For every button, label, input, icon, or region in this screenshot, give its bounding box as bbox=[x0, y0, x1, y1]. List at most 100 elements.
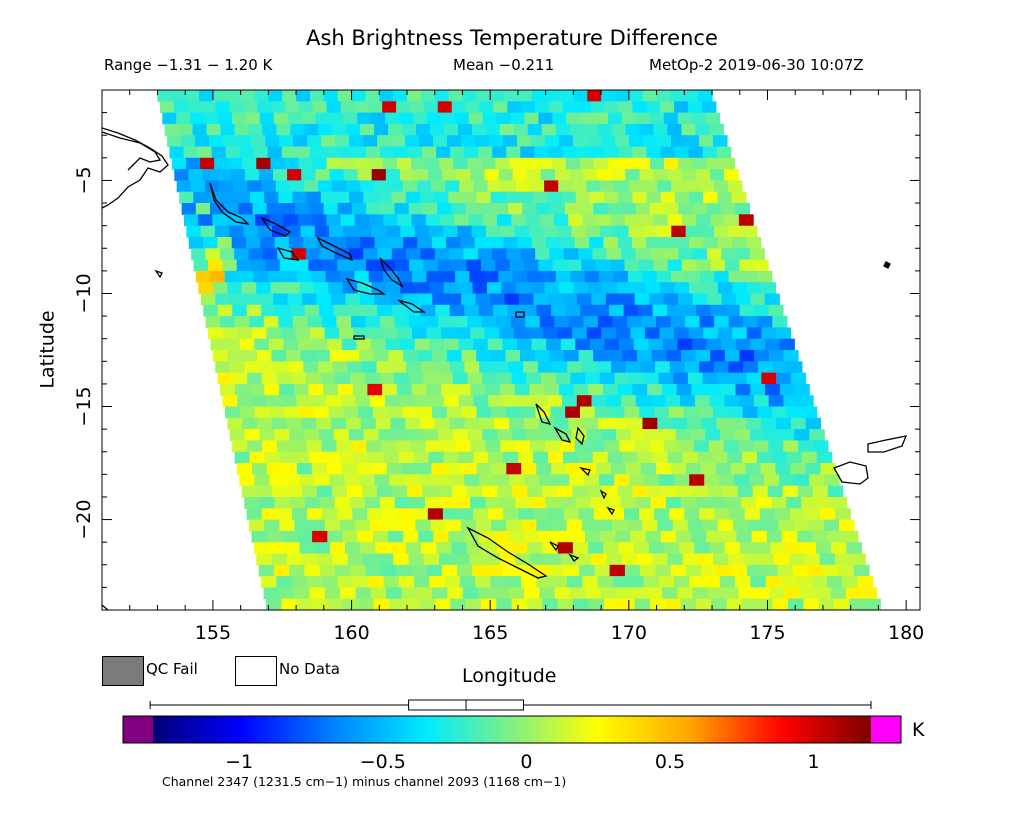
heatmap-cell bbox=[565, 157, 581, 170]
heatmap-cell bbox=[706, 157, 721, 170]
heatmap-cell bbox=[314, 225, 330, 238]
heatmap-cell bbox=[766, 530, 783, 543]
heatmap-cell bbox=[390, 417, 406, 430]
satellite-time-readout: MetOp-2 2019-06-30 10:07Z bbox=[649, 56, 864, 74]
heatmap-cell bbox=[615, 327, 631, 340]
heatmap-cell bbox=[774, 508, 791, 521]
heatmap-cell bbox=[593, 203, 609, 215]
colorbar-segment bbox=[592, 716, 598, 743]
heatmap-cell bbox=[387, 530, 404, 543]
heatmap-cell bbox=[618, 191, 633, 204]
colorbar-segment bbox=[588, 716, 594, 743]
heatmap-cell bbox=[322, 508, 338, 521]
heatmap-cell bbox=[539, 474, 555, 487]
heatmap-cell bbox=[327, 338, 343, 351]
heatmap-cell bbox=[610, 259, 626, 272]
heatmap-cell bbox=[709, 542, 726, 555]
heatmap-cell bbox=[338, 383, 354, 396]
heatmap-cell bbox=[853, 564, 870, 577]
colorbar-segment bbox=[758, 716, 764, 743]
heatmap-cell bbox=[797, 530, 813, 543]
heatmap-cell bbox=[681, 259, 697, 272]
heatmap-cell bbox=[675, 530, 692, 543]
heatmap-cell bbox=[648, 338, 664, 351]
colorbar-segment bbox=[570, 716, 576, 743]
heatmap-cell bbox=[420, 417, 436, 430]
heatmap-cell bbox=[490, 293, 506, 306]
heatmap-cell bbox=[254, 90, 269, 102]
heatmap-cell bbox=[332, 553, 349, 566]
heatmap-cell bbox=[556, 429, 573, 441]
heatmap-cell bbox=[667, 553, 684, 566]
heatmap-cell bbox=[759, 508, 776, 521]
heatmap-cell bbox=[190, 180, 206, 193]
heatmap-cell bbox=[518, 508, 534, 521]
colorbar-segment bbox=[265, 716, 271, 743]
heatmap-cell bbox=[688, 146, 704, 159]
heatmap-cell bbox=[607, 157, 623, 170]
heatmap-cell bbox=[699, 225, 715, 238]
heatmap-cell bbox=[547, 293, 563, 306]
heatmap-cell bbox=[582, 214, 598, 227]
heatmap-cell bbox=[455, 383, 472, 396]
heatmap-cell bbox=[327, 530, 344, 543]
heatmap-cell bbox=[495, 259, 511, 272]
heatmap-cell bbox=[621, 553, 638, 566]
heatmap-cell bbox=[284, 474, 300, 487]
heatmap-cell bbox=[646, 587, 663, 600]
heatmap-cell bbox=[596, 361, 612, 374]
heatmap-cell bbox=[591, 395, 607, 408]
colorbar-segment bbox=[170, 716, 176, 743]
heatmap-cell bbox=[611, 169, 626, 181]
heatmap-cell bbox=[749, 429, 766, 441]
heatmap-cell bbox=[846, 542, 863, 555]
heatmap-cell bbox=[758, 553, 775, 566]
heatmap-cell bbox=[657, 225, 672, 238]
colorbar-segment bbox=[314, 716, 320, 743]
colorbar-segment bbox=[175, 716, 181, 743]
heatmap-cell bbox=[349, 497, 366, 509]
heatmap-cell bbox=[687, 519, 704, 532]
heatmap-cell bbox=[555, 270, 571, 283]
heatmap-cell bbox=[502, 564, 519, 577]
heatmap-cell bbox=[562, 395, 578, 408]
heatmap-cell bbox=[740, 542, 756, 555]
heatmap-cell bbox=[210, 203, 225, 215]
heatmap-cell bbox=[583, 123, 599, 136]
heatmap-cell bbox=[801, 497, 818, 509]
heatmap-cell bbox=[269, 406, 285, 419]
heatmap-cell bbox=[298, 101, 314, 114]
heatmap-cell bbox=[850, 553, 866, 566]
heatmap-cell bbox=[801, 406, 818, 419]
heatmap-cell bbox=[281, 530, 298, 543]
heatmap-cell bbox=[684, 90, 699, 102]
colorbar-segment bbox=[161, 716, 167, 743]
heatmap-cell bbox=[391, 361, 407, 374]
heatmap-cell bbox=[519, 191, 534, 204]
heatmap-cell bbox=[371, 463, 388, 475]
heatmap-cell bbox=[388, 293, 404, 306]
heatmap-cell bbox=[842, 530, 859, 543]
heatmap-cell bbox=[538, 259, 554, 272]
heatmap-cell bbox=[527, 429, 543, 441]
heatmap-cell bbox=[545, 553, 562, 566]
heatmap-cell bbox=[665, 395, 681, 408]
heatmap-cell bbox=[794, 474, 810, 487]
heatmap-cell bbox=[499, 327, 515, 340]
heatmap-cell bbox=[286, 225, 302, 238]
heatmap-cell bbox=[279, 383, 295, 396]
heatmap-cell bbox=[401, 587, 418, 600]
heatmap-cell bbox=[757, 316, 773, 328]
heatmap-cell bbox=[397, 327, 413, 340]
heatmap-cell bbox=[786, 451, 803, 464]
colorbar-segment bbox=[399, 716, 405, 743]
heatmap-cell bbox=[677, 485, 694, 498]
heatmap-cell bbox=[451, 542, 468, 555]
heatmap-cell bbox=[467, 372, 483, 385]
colorbar-segment bbox=[157, 716, 163, 743]
heatmap-cell bbox=[738, 214, 754, 227]
heatmap-cell bbox=[658, 372, 674, 385]
colorbar-ticks: −1 −0.5 0 0.5 1 bbox=[225, 751, 819, 773]
heatmap-cell bbox=[261, 372, 278, 385]
heatmap-cell bbox=[532, 395, 548, 408]
